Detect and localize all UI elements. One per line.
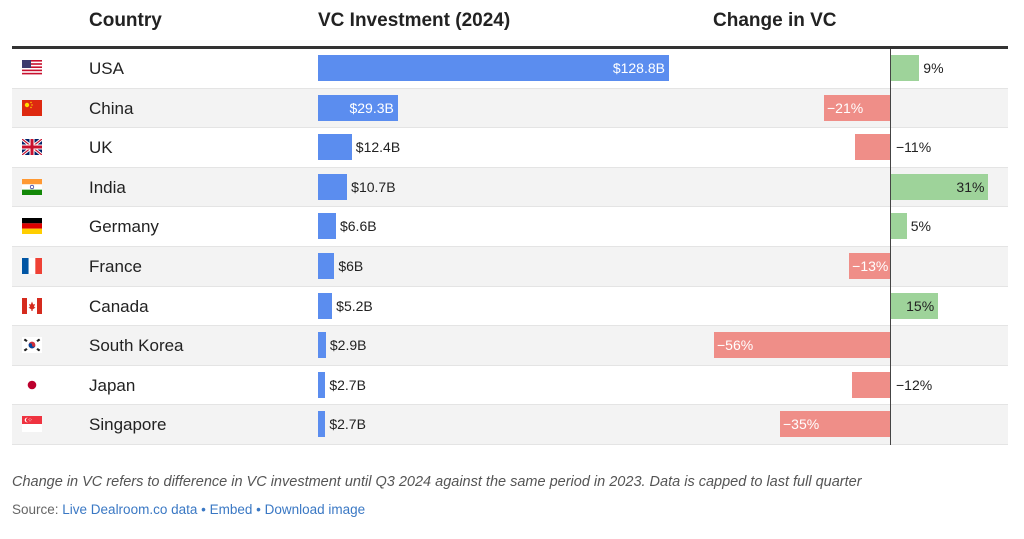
country-name: Singapore — [89, 415, 167, 435]
country-name: Canada — [89, 296, 149, 316]
investment-value-label: $6.6B — [339, 218, 377, 235]
separator: • — [197, 502, 210, 517]
country-name: India — [89, 177, 126, 197]
change-value-label: −35% — [783, 416, 820, 433]
table-row: South Korea $2.9B −56% — [12, 326, 1008, 366]
table-row: France $6B −13% — [12, 246, 1008, 287]
change-bar — [891, 55, 920, 81]
change-bar — [891, 213, 907, 240]
investment-bar — [318, 173, 348, 200]
investment-bar — [318, 55, 669, 81]
south-korea-flag-icon — [22, 337, 42, 354]
investment-value-label: $128.8B — [612, 60, 665, 76]
table-row: Singapore $2.7B −35% — [12, 405, 1008, 445]
investment-value-label: $2.7B — [329, 416, 366, 433]
investment-bar — [318, 292, 333, 319]
change-value-label: −11% — [896, 139, 932, 156]
change-bar — [891, 292, 939, 319]
country-name: USA — [89, 59, 124, 78]
change-value-label: −12% — [896, 376, 933, 393]
separator: • — [252, 502, 265, 517]
country-name: Germany — [89, 217, 159, 237]
canada-flag-icon — [22, 297, 42, 314]
japan-flag-icon — [22, 376, 42, 393]
investment-bar — [318, 371, 326, 398]
change-bar — [714, 332, 890, 359]
footnote: Change in VC refers to difference in VC … — [12, 474, 862, 490]
table-row: Japan $2.7B −12% — [12, 366, 1008, 406]
country-name: UK — [89, 138, 113, 158]
table-header: Country VC Investment (2024) Change in V… — [12, 0, 1008, 49]
table-row: Canada $5.2B 15% — [12, 287, 1008, 327]
embed-link[interactable]: Embed — [209, 502, 253, 517]
table-row: USA $128.8B 9% — [12, 49, 1008, 89]
download-image-link[interactable]: Download image — [264, 502, 366, 517]
change-bar — [824, 94, 890, 121]
change-value-label: −56% — [717, 337, 754, 354]
change-value-label: −21% — [827, 99, 864, 116]
change-value-label: 15% — [906, 297, 935, 314]
change-value-label: 9% — [923, 60, 944, 76]
change-value-label: 5% — [910, 218, 931, 235]
investment-value-label: $29.3B — [349, 99, 394, 116]
country-name: China — [89, 98, 134, 118]
china-flag-icon — [22, 99, 42, 116]
investment-bar — [318, 411, 326, 438]
source-line: Source: Live Dealroom.co data • Embed • … — [12, 502, 365, 517]
investment-bar — [318, 213, 336, 240]
india-flag-icon — [22, 178, 42, 195]
table-row: UK $12.4B −11% — [12, 128, 1008, 168]
investment-value-label: $2.9B — [329, 337, 367, 354]
investment-bar — [318, 94, 398, 121]
singapore-flag-icon — [22, 416, 42, 433]
investment-bar — [318, 332, 326, 359]
country-name: South Korea — [89, 336, 184, 356]
source-prefix: Source: — [12, 502, 63, 517]
uk-flag-icon — [22, 139, 42, 156]
change-zero-axis — [890, 49, 891, 445]
investment-column-header: VC Investment (2024) — [318, 10, 511, 31]
source-link[interactable]: Live Dealroom.co data — [62, 502, 198, 517]
investment-bar — [318, 252, 335, 279]
table-row: India $10.7B 31% — [12, 167, 1008, 208]
france-flag-icon — [22, 257, 42, 274]
investment-value-label: $10.7B — [351, 178, 396, 195]
investment-value-label: $2.7B — [329, 376, 366, 393]
table-row: China $29.3B −21% — [12, 88, 1008, 129]
investment-bar — [318, 134, 352, 161]
change-bar — [780, 411, 890, 438]
investment-value-label: $6B — [338, 257, 364, 274]
country-column-header: Country — [89, 10, 162, 31]
us-flag-icon — [22, 60, 42, 76]
change-bar — [852, 371, 890, 398]
change-bar — [891, 173, 989, 200]
germany-flag-icon — [22, 218, 42, 235]
country-name: Japan — [89, 375, 136, 395]
investment-value-label: $12.4B — [355, 139, 401, 156]
change-bar — [855, 134, 891, 161]
investment-value-label: $5.2B — [336, 297, 373, 314]
change-bar — [849, 252, 891, 279]
change-column-header: Change in VC — [713, 10, 837, 31]
change-value-label: −13% — [852, 257, 889, 274]
country-name: France — [89, 256, 142, 276]
chart-rows: USA $128.8B 9% China $29.3B −21% UK $12.4B −11% I… — [12, 49, 1008, 445]
change-value-label: 31% — [956, 178, 985, 195]
table-row: Germany $6.6B 5% — [12, 207, 1008, 247]
